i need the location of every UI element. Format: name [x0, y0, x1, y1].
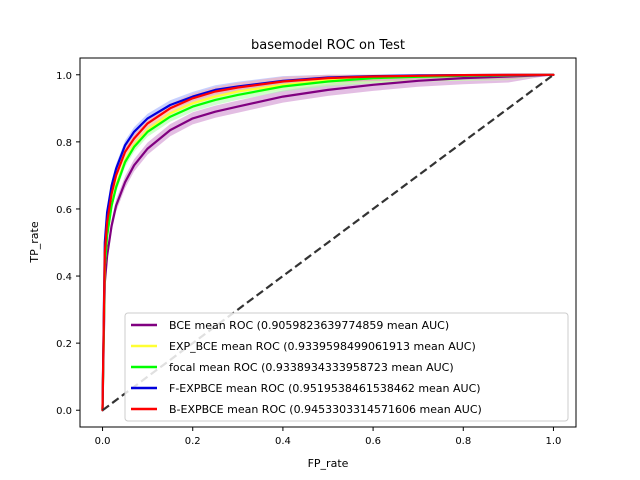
y-tick-label: 0.0 — [56, 406, 72, 417]
legend-entry: BCE mean ROC (0.9059823639774859 mean AU… — [169, 319, 449, 332]
legend-entry: F-EXPBCE mean ROC (0.9519538461538462 me… — [169, 382, 481, 395]
legend-entry: B-EXPBCE mean ROC (0.9453303314571606 me… — [169, 403, 482, 416]
chart-title: basemodel ROC on Test — [251, 38, 405, 53]
x-axis-ticks: 0.0 0.2 0.4 0.6 0.8 1.0 — [95, 427, 562, 447]
y-tick-label: 1.0 — [56, 71, 72, 82]
y-tick-label: 0.8 — [56, 138, 72, 149]
y-tick-label: 0.4 — [56, 272, 72, 283]
x-tick-label: 0.8 — [455, 436, 471, 447]
y-axis-label: TP_rate — [28, 221, 41, 263]
chance-diagonal-line — [101, 73, 555, 412]
x-tick-label: 0.4 — [275, 436, 291, 447]
legend: BCE mean ROC (0.9059823639774859 mean AU… — [124, 312, 569, 422]
series-line-1 — [101, 73, 555, 412]
legend-box — [124, 312, 569, 422]
y-axis-ticks: 0.0 0.2 0.4 0.6 0.8 1.0 — [56, 71, 80, 417]
y-tick-label: 0.6 — [56, 205, 72, 216]
series-line-5 — [101, 73, 555, 412]
x-tick-label: 0.2 — [185, 436, 201, 447]
legend-entry: focal mean ROC (0.9338934333958723 mean … — [169, 361, 454, 374]
x-tick-label: 0.0 — [95, 436, 111, 447]
x-axis-label: FP_rate — [308, 457, 349, 470]
x-tick-label: 0.6 — [365, 436, 381, 447]
y-tick-label: 0.2 — [56, 339, 72, 350]
plot-frame — [79, 57, 577, 428]
series-lines — [101, 73, 555, 412]
x-tick-label: 1.0 — [546, 436, 562, 447]
legend-entry: EXP_BCE mean ROC (0.9339598499061913 mea… — [169, 340, 476, 353]
